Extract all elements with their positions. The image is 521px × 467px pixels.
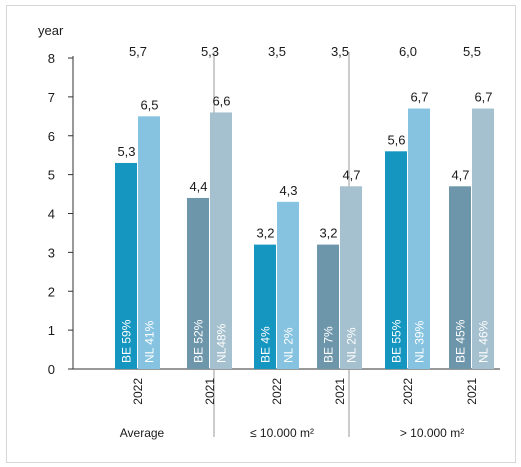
x-tick-label-year: 2022 [270,378,284,405]
bar-value-label: 4,3 [279,183,297,198]
bar-share-label: NL48% [215,323,229,363]
bar-value-label: 4,7 [451,167,469,182]
y-tick-label: 2 [48,284,55,299]
bar-nl [340,186,362,369]
x-tick-label-year: 2021 [203,378,217,405]
top-value-label: 6,0 [399,44,417,59]
bar-value-label: 4,4 [189,179,207,194]
bar-be [317,244,339,369]
bar-value-label: 6,5 [140,97,158,112]
bar-nl [210,112,232,370]
bar-value-label: 6,7 [474,90,492,105]
bar-value-label: 5,6 [387,132,405,147]
x-tick-label-year: 2021 [465,378,479,405]
bar-share-label: NL 39% [413,320,427,363]
bar-share-label: BE 45% [454,319,468,363]
bar-value-label: 6,6 [212,93,230,108]
y-tick-label: 8 [48,51,55,66]
y-tick-label: 7 [48,90,55,105]
bar-share-label: NL 2% [282,327,296,363]
top-value-label: 3,5 [268,44,286,59]
group-label: Average [120,426,165,440]
group-label: > 10.000 m² [400,426,464,440]
bar-share-label: NL 2% [345,327,359,363]
bar-value-label: 6,7 [410,90,428,105]
bar-be [115,162,137,369]
y-tick-label: 1 [48,323,55,338]
bar-share-label: BE 52% [192,319,206,363]
bar-share-label: BE 59% [120,319,134,363]
bar-nl [408,108,430,369]
bar-be [449,186,471,369]
bar-value-label: 5,3 [117,144,135,159]
group-label: ≤ 10.000 m² [250,426,314,440]
bar-value-label: 4,7 [342,167,360,182]
y-tick-label: 3 [48,245,55,260]
y-tick-label: 6 [48,129,55,144]
bar-share-label: BE 55% [390,319,404,363]
bar-nl [472,108,494,369]
bar-value-label: 3,2 [256,226,274,241]
x-tick-label-year: 2022 [131,378,145,405]
bar-share-label: BE 4% [259,326,273,363]
x-tick-label-year: 2022 [401,378,415,405]
y-axis-label: year [38,23,64,38]
bar-share-label: BE 7% [322,326,336,363]
bar-nl [138,116,160,369]
top-value-label: 5,5 [463,44,481,59]
bar-be [385,151,407,369]
top-value-label: 5,3 [201,44,219,59]
top-value-label: 5,7 [129,44,147,59]
bar-be [187,197,209,369]
bar-value-label: 3,2 [319,226,337,241]
bar-be [254,244,276,369]
chart-frame [6,5,516,463]
y-tick-label: 4 [48,207,55,222]
x-tick-label-year: 2021 [333,378,347,405]
bar-share-label: NL 41% [143,320,157,363]
y-tick-label: 5 [48,168,55,183]
y-tick-label: 0 [48,362,55,377]
top-value-label: 3,5 [331,44,349,59]
bar-nl [277,201,299,369]
bar-share-label: NL 46% [477,320,491,363]
